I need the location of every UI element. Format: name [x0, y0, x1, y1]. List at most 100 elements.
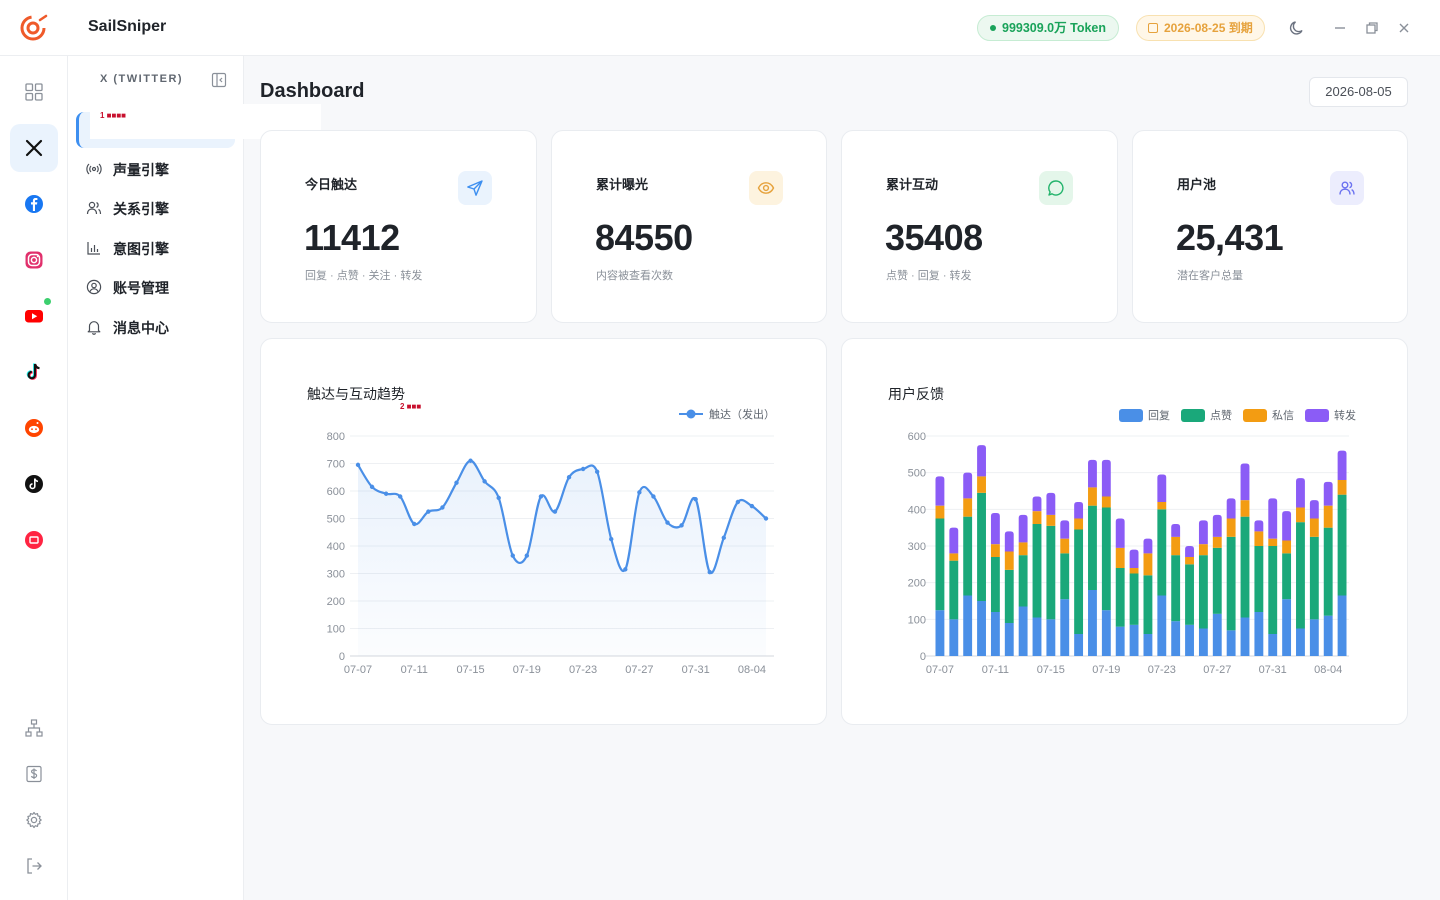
stat-caption: 潜在客户总量 [1177, 270, 1243, 282]
bar-segment [1240, 463, 1250, 501]
trend-line-chart: 0 100 200 300 400 500 600 700 800 07-07 07-11 07-15… [327, 407, 775, 676]
bar-segment [1337, 494, 1347, 596]
token-balance-badge[interactable]: 999309.0万 Token [977, 15, 1119, 41]
stat-card-total-exposure: 累计曝光 84550 内容被查看次数 [551, 130, 827, 323]
bar-segment [949, 560, 959, 620]
trend-chart-card: 触达与互动趋势 2 ■■■ 0 100 200 300 400 500 600 700 800 0… [260, 338, 827, 725]
expire-date-text: 2026-08-25 到期 [1164, 21, 1253, 35]
chat-icon-box [1039, 171, 1073, 205]
bar-segment [1337, 595, 1347, 656]
legend-label: 点赞 [1210, 409, 1232, 422]
y-tick-label: 800 [327, 431, 345, 443]
rail-instagram[interactable] [10, 236, 58, 284]
rail-xiaohongshu[interactable] [10, 516, 58, 564]
bar-segment [1004, 623, 1014, 656]
sidebar-item-intent-engine[interactable]: 意图引擎 [76, 230, 235, 266]
collapse-sidebar-icon[interactable] [211, 72, 227, 88]
minimize-icon[interactable] [1330, 18, 1350, 38]
data-point [735, 499, 741, 505]
bar-segment [1032, 511, 1042, 524]
bar-segment [1309, 518, 1319, 537]
date-picker[interactable]: 2026-08-05 [1309, 77, 1408, 107]
bar-segment [1074, 634, 1084, 656]
bar-segment [1157, 595, 1167, 656]
rail-twitter-x[interactable] [10, 124, 58, 172]
data-point [749, 503, 755, 509]
bar-segment [1171, 621, 1181, 656]
stat-caption: 内容被查看次数 [596, 270, 673, 282]
legend-swatch [1119, 409, 1143, 422]
token-balance-text: 999309.0万 Token [1002, 21, 1106, 35]
rail-tiktok-secondary[interactable] [10, 460, 58, 508]
rail-dashboard[interactable] [10, 68, 58, 116]
sidebar-item-account-management[interactable]: 账号管理 [76, 269, 235, 305]
bar-segment [1074, 502, 1084, 519]
bar-segment [1115, 518, 1125, 548]
bar-segment [1018, 606, 1028, 656]
rail-billing[interactable] [10, 750, 58, 798]
users-icon-box [1330, 171, 1364, 205]
org-chart-icon [25, 719, 43, 737]
instagram-icon [25, 251, 43, 269]
bar-segment [1088, 590, 1097, 656]
chat-icon [1048, 180, 1064, 196]
rail-youtube[interactable] [10, 292, 58, 340]
bar-segment [1296, 628, 1305, 656]
rail-settings[interactable] [10, 796, 58, 844]
x-tick-label: 07-31 [1259, 664, 1287, 676]
bar-segment [1004, 531, 1014, 552]
bar-segment [1101, 459, 1111, 497]
sidebar-item-message-center[interactable]: 消息中心 [76, 309, 235, 345]
bar-segment [1226, 518, 1236, 537]
stat-caption: 回复 · 点赞 · 关注 · 转发 [305, 270, 423, 282]
online-status-dot [44, 298, 51, 305]
bar-segment [1240, 516, 1250, 618]
restore-window-icon[interactable] [1362, 18, 1382, 38]
data-point [637, 490, 642, 495]
bar-segment [949, 619, 959, 656]
bar-segment [1018, 555, 1028, 607]
sidebar-item-volume-engine[interactable]: 声量引擎 [76, 151, 235, 187]
bar-segment [963, 498, 973, 517]
bar-segment [1309, 500, 1319, 519]
close-icon[interactable] [1394, 18, 1414, 38]
x-tick-label: 08-04 [738, 664, 766, 676]
rail-facebook[interactable] [10, 180, 58, 228]
reddit-icon [25, 419, 43, 437]
bar-segment [1282, 511, 1292, 541]
rail-tiktok[interactable] [10, 348, 58, 396]
x-tick-label: 07-07 [344, 664, 372, 676]
bar-segment [990, 513, 1000, 545]
x-tick-label: 07-23 [1148, 664, 1176, 676]
feedback-chart-card: 用户反馈 0 100 200 300 400 500 600 07-07 07-11 07-15 0… [841, 338, 1408, 725]
bar-segment [1198, 520, 1208, 545]
data-point [580, 466, 586, 472]
bar-segment [935, 610, 945, 656]
y-tick-label: 200 [327, 596, 345, 608]
y-tick-label: 200 [908, 578, 926, 590]
legend-label: 转发 [1334, 408, 1356, 422]
sidebar-item-label: 关系引擎 [113, 201, 169, 217]
bar-segment [1185, 557, 1194, 565]
sidebar-item-label: 消息中心 [113, 320, 169, 336]
bar-segment [1226, 630, 1236, 656]
bar-segment [1268, 634, 1278, 656]
rail-org-structure[interactable] [10, 704, 58, 752]
y-tick-label: 500 [908, 468, 926, 480]
sidebar-item-label: 意图引擎 [113, 241, 169, 257]
bar-segment [1032, 524, 1042, 618]
bar-segment [1018, 514, 1028, 543]
data-point [496, 495, 501, 501]
sidebar-item-relation-engine[interactable]: 关系引擎 [76, 190, 235, 226]
rail-reddit[interactable] [10, 404, 58, 452]
bar-segment [935, 476, 945, 506]
x-twitter-icon [25, 139, 43, 157]
rail-logout[interactable] [10, 842, 58, 890]
x-tick-label: 07-15 [1037, 664, 1065, 676]
y-tick-label: 500 [327, 514, 345, 526]
bar-segment [1268, 538, 1278, 546]
data-point [552, 509, 558, 514]
bar-segment [1143, 575, 1153, 634]
expire-date-badge[interactable]: 2026-08-25 到期 [1136, 15, 1265, 41]
dark-mode-moon-icon[interactable] [1287, 18, 1307, 38]
